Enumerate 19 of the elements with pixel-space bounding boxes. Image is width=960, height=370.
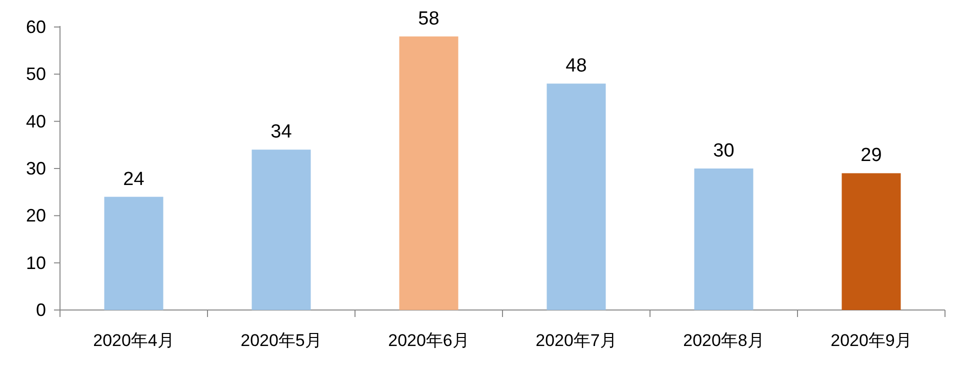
x-tick-label: 2020年4月 xyxy=(93,331,174,350)
y-tick-label: 30 xyxy=(26,158,46,178)
data-label: 48 xyxy=(566,56,587,77)
y-tick-label: 40 xyxy=(26,111,46,132)
data-label: 29 xyxy=(860,145,882,166)
x-tick-label: 2020年7月 xyxy=(536,331,617,350)
y-tick-label: 50 xyxy=(26,64,46,84)
data-label: 24 xyxy=(123,168,145,190)
x-tick-label: 2020年5月 xyxy=(240,331,322,350)
y-tick-label: 60 xyxy=(26,17,46,37)
data-label: 30 xyxy=(713,140,734,162)
data-label: 58 xyxy=(418,8,440,30)
x-tick-label: 2020年8月 xyxy=(683,331,764,350)
data-label: 34 xyxy=(270,122,292,143)
x-tick-label: 2020年6月 xyxy=(388,331,470,350)
y-tick-label: 0 xyxy=(36,300,46,320)
y-tick-label: 20 xyxy=(26,206,46,226)
x-tick-label: 2020年9月 xyxy=(830,331,912,350)
y-tick-label: 10 xyxy=(26,252,46,273)
